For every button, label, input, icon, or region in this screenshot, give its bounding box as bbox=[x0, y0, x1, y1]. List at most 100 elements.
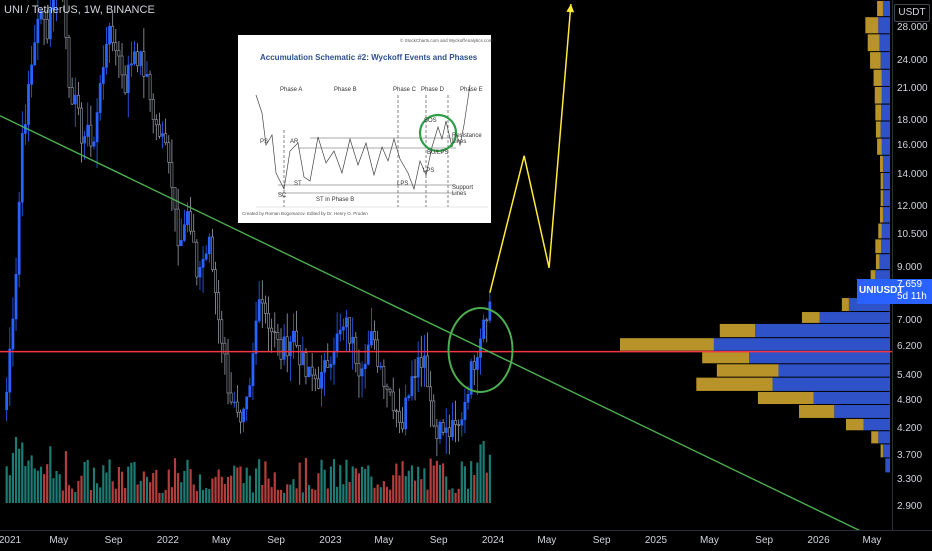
candle-body bbox=[320, 371, 323, 389]
candle-body bbox=[307, 366, 311, 378]
inset-event-lps-d: LPS bbox=[423, 168, 435, 174]
volume-bar bbox=[476, 462, 479, 503]
volume-bar bbox=[376, 484, 379, 503]
volume-bar bbox=[385, 486, 389, 503]
volume-profile-sell-bar bbox=[875, 239, 882, 254]
price-chart[interactable] bbox=[0, 0, 892, 530]
volume-bar bbox=[367, 465, 370, 503]
candle-body bbox=[285, 336, 289, 357]
volume-profile-buy-bar bbox=[863, 418, 890, 431]
volume-bar bbox=[64, 451, 68, 503]
candle-body bbox=[17, 201, 21, 275]
volume-bar bbox=[370, 476, 373, 503]
candle-body bbox=[92, 141, 96, 147]
inset-event-st-phase-b: ST in Phase B bbox=[316, 197, 355, 203]
volume-bar bbox=[360, 466, 364, 503]
time-tick-label: 2024 bbox=[481, 535, 505, 546]
volume-bar bbox=[186, 459, 189, 503]
candle-body bbox=[70, 87, 74, 105]
candle-body bbox=[413, 376, 417, 378]
volume-bar bbox=[326, 488, 329, 503]
volume-profile-buy-bar bbox=[749, 351, 890, 364]
candle-body bbox=[326, 360, 330, 368]
candle-body bbox=[114, 42, 118, 51]
price-axis[interactable]: 28.000 24.000 21.000 18.000 16.000 14.000 12.0… bbox=[892, 0, 932, 530]
projection-path[interactable] bbox=[489, 3, 572, 293]
candle-body bbox=[239, 411, 242, 423]
volume-profile-buy-bar bbox=[881, 69, 890, 86]
volume-profile-sell-bar bbox=[880, 190, 883, 207]
time-tick-label: 2021 bbox=[0, 535, 22, 546]
candle-body bbox=[457, 424, 461, 426]
time-tick-label: 2025 bbox=[644, 535, 668, 546]
volume-bar bbox=[5, 466, 8, 503]
volume-profile-sell-bar bbox=[870, 270, 876, 284]
time-tick-label: Sep bbox=[755, 535, 774, 546]
volume-bar bbox=[102, 465, 105, 503]
volume-bar bbox=[148, 482, 152, 503]
volume-profile-sell-bar bbox=[874, 86, 882, 104]
volume-bar bbox=[404, 476, 407, 503]
volume-bar bbox=[74, 491, 77, 503]
price-tick-label: 10.500 bbox=[897, 229, 928, 241]
volume-profile-sell-bar bbox=[620, 338, 714, 351]
descending-trendline[interactable] bbox=[0, 115, 867, 530]
price-tick-label: 21.000 bbox=[897, 82, 928, 94]
candle-body bbox=[488, 301, 492, 321]
candle-body bbox=[11, 318, 15, 350]
volume-bar bbox=[354, 468, 357, 503]
candle-body bbox=[42, 11, 46, 20]
candle-body bbox=[192, 230, 196, 243]
volume-profile-buy-bar bbox=[713, 338, 890, 351]
volume-profile-sell-bar bbox=[870, 52, 881, 69]
currency-selector[interactable]: USDT bbox=[894, 4, 930, 22]
volume-profile-buy-bar bbox=[878, 17, 890, 34]
candle-body bbox=[207, 236, 211, 255]
volume-bar bbox=[117, 466, 120, 503]
volume-bar bbox=[482, 440, 485, 503]
candle-body bbox=[451, 420, 454, 437]
inset-resistance-label: Resistance Lines bbox=[452, 133, 482, 145]
volume-bar bbox=[254, 468, 258, 503]
time-axis[interactable]: 2021 May Sep 2022 May Sep 2023 May Sep 2024 May Sep… bbox=[0, 530, 932, 551]
volume-bar bbox=[389, 489, 392, 503]
volume-profile-sell-bar bbox=[875, 121, 881, 138]
volume-bar bbox=[61, 490, 64, 503]
volume-profile-buy-bar bbox=[881, 86, 890, 104]
candle-body bbox=[133, 51, 136, 65]
volume-bar bbox=[52, 478, 55, 503]
candle-body bbox=[245, 396, 249, 410]
volume-bar bbox=[145, 476, 149, 503]
volume-bar bbox=[14, 437, 18, 503]
volume-profile-buy-bar bbox=[778, 364, 890, 377]
candle-body bbox=[48, 9, 52, 40]
volume-bar bbox=[395, 463, 398, 503]
candle-body bbox=[360, 368, 364, 377]
volume-bar bbox=[261, 484, 264, 503]
price-tick-label: 4.200 bbox=[897, 422, 923, 434]
volume-bar bbox=[276, 489, 279, 503]
volume-profile-sell-bar bbox=[873, 69, 882, 86]
volume-bar bbox=[105, 472, 108, 503]
candle-body bbox=[323, 360, 327, 373]
candle-body bbox=[292, 330, 295, 343]
candle-body bbox=[329, 364, 333, 368]
volume-bar bbox=[298, 462, 301, 503]
price-label-countdown: 5d 11h bbox=[897, 291, 927, 302]
volume-profile-buy-bar bbox=[882, 444, 890, 458]
candle-body bbox=[469, 361, 473, 395]
time-tick-label: May bbox=[211, 535, 231, 546]
candle-body bbox=[382, 365, 386, 387]
volume-bar bbox=[466, 488, 470, 503]
candle-body bbox=[260, 299, 264, 304]
candle-body bbox=[379, 365, 383, 368]
price-label-value: 7.659 bbox=[897, 279, 923, 290]
inset-event-sos: SOS bbox=[424, 118, 437, 124]
candle-body bbox=[426, 355, 429, 388]
volume-bar bbox=[226, 476, 230, 503]
volume-bar bbox=[317, 473, 320, 503]
volume-profile-buy-bar bbox=[755, 323, 890, 338]
candle-body bbox=[5, 391, 9, 411]
breakout-circle-annotation[interactable] bbox=[447, 306, 514, 393]
volume-bar bbox=[142, 471, 145, 503]
